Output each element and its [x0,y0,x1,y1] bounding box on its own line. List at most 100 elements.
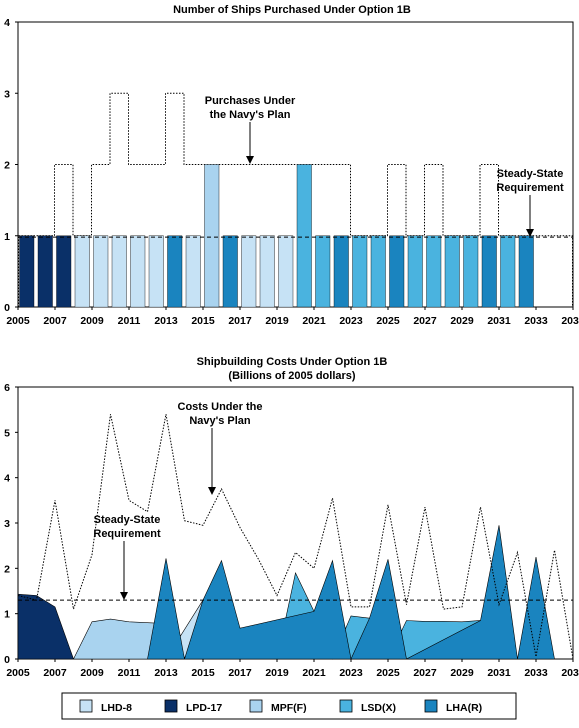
x-tick-label: 2019 [265,667,289,679]
x-tick-label: 2025 [376,667,400,679]
bar-2024 [370,235,386,308]
bar-2023 [352,235,368,308]
bar-2005 [19,235,35,308]
x-tick-label: 2005 [6,315,30,327]
x-tick-label: 2009 [80,315,104,327]
x-tick-label: 2023 [339,315,363,327]
y-tick-label: 0 [4,302,10,314]
bar-2015 [204,164,220,308]
x-tick-label: 2007 [43,667,67,679]
legend: LHD-8 LPD-17 MPF(F) LSD(X) LHA(R) [61,692,517,720]
x-tick-label: 2025 [376,315,400,327]
legend-box [61,692,517,720]
legend-label: MPF(F) [271,702,307,714]
annotation-steady-state-arrowhead [526,229,534,237]
legend-swatch-mpf-f- [249,699,263,713]
bar-2029 [463,235,479,308]
x-tick-label: 2013 [154,667,178,679]
bar-2009 [93,235,109,308]
bar-2025 [389,235,405,308]
y-tick-label: 4 [4,473,10,485]
x-tick-label: 2021 [302,315,326,327]
x-tick-label: 2007 [43,315,67,327]
x-tick-label: 2015 [191,315,215,327]
y-tick-label: 0 [4,654,10,666]
x-tick-label: 2015 [191,667,215,679]
y-tick-label: 3 [4,88,10,100]
x-tick-label: 2013 [154,315,178,327]
x-tick-label: 2021 [302,667,326,679]
chart-title: Shipbuilding Costs Under Option 1B [197,356,388,368]
bar-2030 [481,235,497,308]
x-tick-label: 2033 [524,667,548,679]
x-tick-label: 2029 [450,667,474,679]
x-tick-label: 2017 [228,315,252,327]
navy-plan-line [17,414,574,660]
legend-swatch-lhd-8 [79,699,93,713]
bar-2020 [296,164,312,308]
bar-2027 [426,235,442,308]
annotation-navy-plan-line-1: Purchases Under [205,95,296,107]
legend-swatch-lsd-x- [339,699,353,713]
bar-2028 [444,235,460,308]
y-tick-label: 3 [4,518,10,530]
bar-2032 [518,235,534,308]
y-tick-label: 4 [4,17,10,29]
bar-2016 [222,235,238,308]
bar-2031 [500,235,516,308]
x-tick-label: 2033 [524,315,548,327]
bar-2010 [111,235,127,308]
annotation-steady-state-line-2: Requirement [496,182,564,194]
bar-2014 [185,235,201,308]
bar-2011 [130,235,146,308]
y-tick-label: 1 [4,231,10,243]
bar-2008 [74,235,90,308]
y-tick-label: 1 [4,609,10,621]
y-tick-label: 2 [4,160,10,172]
bar-2006 [37,235,53,308]
chart-subtitle: (Billions of 2005 dollars) [228,370,355,382]
annotation-steady-state-line-1: Steady-State [94,514,161,526]
chart-costs: Shipbuilding Costs Under Option 1B (Bill… [4,356,579,679]
chart-purchases: Number of Ships Purchased Under Option 1… [4,4,579,327]
bar-2017 [241,235,257,308]
x-tick-label: 2031 [487,667,511,679]
bar-2013 [167,235,183,308]
bar-2019 [278,235,294,308]
plot-area [17,21,574,308]
x-tick-label: 2023 [339,667,363,679]
annotation-navy-plan-line-1: Costs Under the [178,401,263,413]
x-tick-label: 2017 [228,667,252,679]
y-tick-label: 5 [4,427,10,439]
x-tick-label: 2009 [80,667,104,679]
y-tick-label: 2 [4,563,10,575]
annotation-navy-plan-line-2: the Navy's Plan [210,109,291,121]
x-tick-label: 2011 [118,667,141,679]
bar-2018 [259,235,275,308]
x-tick-label: 2027 [413,667,437,679]
bar-2026 [407,235,423,308]
x-tick-label: 2035 [561,667,579,679]
x-tick-label: 2005 [6,667,30,679]
legend-label: LSD(X) [361,702,396,714]
annotation-steady-state-line-2: Requirement [93,528,161,540]
annotation-navy-plan-arrowhead [246,156,254,164]
bar-2007 [56,235,72,308]
chart-title: Number of Ships Purchased Under Option 1… [173,4,411,16]
bar-2012 [148,235,164,308]
legend-swatch-lha-r- [424,699,438,713]
bar-2021 [315,235,331,308]
annotation-navy-plan-arrowhead [208,487,216,495]
legend-label: LPD-17 [186,702,222,714]
legend-label: LHD-8 [101,702,132,714]
legend-label: LHA(R) [446,702,482,714]
x-tick-label: 2035 [561,315,579,327]
x-tick-label: 2029 [450,315,474,327]
annotation-steady-state-arrowhead [120,592,128,600]
annotation-steady-state-line-1: Steady-State [497,168,564,180]
x-tick-label: 2027 [413,315,437,327]
y-tick-label: 6 [4,382,10,394]
x-tick-label: 2011 [118,315,141,327]
annotation-navy-plan-line-2: Navy's Plan [189,415,251,427]
